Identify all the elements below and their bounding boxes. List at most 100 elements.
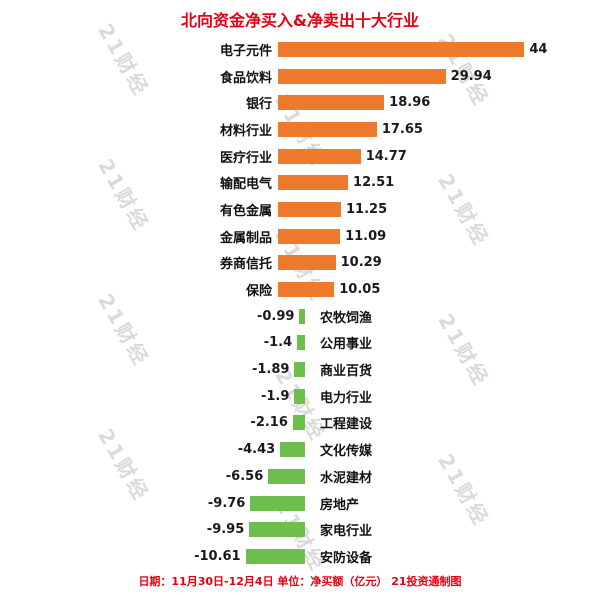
row-right-cell: 家电行业 — [305, 520, 600, 539]
bar-row: 券商信托 10.29 — [0, 250, 600, 277]
value-label: 44 — [529, 41, 548, 57]
row-left-cell: 输配电气 — [0, 173, 278, 192]
value-label: -9.76 — [207, 495, 246, 511]
bar-row: -1.4 公用事业 — [0, 330, 600, 357]
bar-row: -4.43 文化传媒 — [0, 436, 600, 463]
bar-positive — [278, 255, 336, 271]
bar-row: 银行 18.96 — [0, 89, 600, 116]
bar-row: 医疗行业 14.77 — [0, 143, 600, 170]
bar-positive — [278, 228, 341, 244]
bar-negative — [280, 442, 305, 458]
row-left-cell: -10.61 — [0, 548, 305, 564]
bar-row: 有色金属 11.25 — [0, 196, 600, 223]
category-label: 农牧饲渔 — [320, 310, 373, 326]
value-label: 18.96 — [389, 95, 431, 111]
bar-row: -9.95 家电行业 — [0, 516, 600, 543]
row-right-cell: 14.77 — [278, 148, 600, 164]
category-label: 水泥建材 — [320, 470, 373, 486]
value-label: 14.77 — [365, 148, 407, 164]
row-left-cell: 食品饮料 — [0, 67, 278, 86]
value-label: 10.05 — [339, 282, 381, 298]
row-right-cell: 10.29 — [278, 255, 600, 271]
bar-negative — [294, 362, 305, 378]
row-right-cell: 18.96 — [278, 95, 600, 111]
row-left-cell: 电子元件 — [0, 40, 278, 59]
row-left-cell: -6.56 — [0, 468, 305, 484]
bar-positive — [278, 148, 361, 164]
row-left-cell: -1.9 — [0, 388, 305, 404]
row-right-cell: 11.09 — [278, 228, 600, 244]
category-label: 金属制品 — [219, 230, 272, 246]
category-label: 安防设备 — [320, 550, 373, 566]
category-label: 保险 — [245, 284, 272, 300]
row-left-cell: 银行 — [0, 93, 278, 112]
bar-positive — [278, 41, 525, 57]
bar-positive — [278, 201, 341, 217]
category-label: 输配电气 — [219, 177, 272, 193]
bar-row: 电子元件 44 — [0, 36, 600, 63]
value-label: 17.65 — [381, 121, 423, 137]
bar-negative — [250, 495, 305, 511]
value-label: -6.56 — [225, 468, 264, 484]
row-right-cell: 10.05 — [278, 282, 600, 298]
row-right-cell: 水泥建材 — [305, 467, 600, 486]
bar-row: 材料行业 17.65 — [0, 116, 600, 143]
bar-negative — [292, 415, 305, 431]
bar-positive — [278, 95, 385, 111]
category-label: 电力行业 — [320, 390, 373, 406]
category-label: 食品饮料 — [219, 70, 272, 86]
row-right-cell: 17.65 — [278, 121, 600, 137]
row-left-cell: 保险 — [0, 280, 278, 299]
bar-positive — [278, 121, 377, 137]
bar-row: -9.76 房地产 — [0, 490, 600, 517]
bar-row: -2.16 工程建设 — [0, 410, 600, 437]
row-left-cell: 券商信托 — [0, 253, 278, 272]
row-right-cell: 公用事业 — [305, 333, 600, 352]
bar-row: -6.56 水泥建材 — [0, 463, 600, 490]
category-label: 公用事业 — [320, 337, 373, 353]
bar-row: -1.89 商业百货 — [0, 356, 600, 383]
row-left-cell: 有色金属 — [0, 200, 278, 219]
bar-negative — [294, 388, 305, 404]
value-label: 11.25 — [346, 201, 388, 217]
row-right-cell: 商业百货 — [305, 360, 600, 379]
bar-row: -0.99 农牧饲渔 — [0, 303, 600, 330]
value-label: -10.61 — [194, 548, 241, 564]
bar-row: -1.9 电力行业 — [0, 383, 600, 410]
category-label: 有色金属 — [219, 203, 272, 219]
bar-positive — [278, 175, 349, 191]
category-label: 材料行业 — [219, 123, 272, 139]
row-right-cell: 电力行业 — [305, 387, 600, 406]
bar-negative — [245, 548, 305, 564]
category-label: 医疗行业 — [219, 150, 272, 166]
category-label: 商业百货 — [320, 364, 373, 380]
bar-negative — [299, 308, 305, 324]
row-right-cell: 12.51 — [278, 175, 600, 191]
row-left-cell: -4.43 — [0, 442, 305, 458]
bar-rows: 电子元件 44 食品饮料 29.94 银行 18.96 材料行业 17.65 医疗行业 14.77… — [0, 36, 600, 570]
row-right-cell: 农牧饲渔 — [305, 307, 600, 326]
row-left-cell: -2.16 — [0, 415, 305, 431]
row-left-cell: -1.4 — [0, 335, 305, 351]
category-label: 文化传媒 — [320, 444, 373, 460]
value-label: 29.94 — [450, 68, 492, 84]
value-label: 10.29 — [340, 255, 382, 271]
value-label: -1.9 — [260, 388, 290, 404]
row-left-cell: -0.99 — [0, 308, 305, 324]
value-label: -9.95 — [206, 522, 245, 538]
category-label: 电子元件 — [219, 43, 272, 59]
row-left-cell: -9.95 — [0, 522, 305, 538]
row-right-cell: 工程建设 — [305, 413, 600, 432]
bar-row: 食品饮料 29.94 — [0, 63, 600, 90]
bar-row: 保险 10.05 — [0, 276, 600, 303]
value-label: -1.4 — [263, 335, 293, 351]
bar-negative — [268, 468, 305, 484]
row-right-cell: 44 — [278, 41, 600, 57]
category-label: 银行 — [245, 97, 272, 113]
bar-positive — [278, 282, 335, 298]
value-label: 11.09 — [345, 228, 387, 244]
row-left-cell: 医疗行业 — [0, 147, 278, 166]
bar-row: -10.61 安防设备 — [0, 543, 600, 570]
row-left-cell: -9.76 — [0, 495, 305, 511]
category-label: 家电行业 — [320, 524, 373, 540]
